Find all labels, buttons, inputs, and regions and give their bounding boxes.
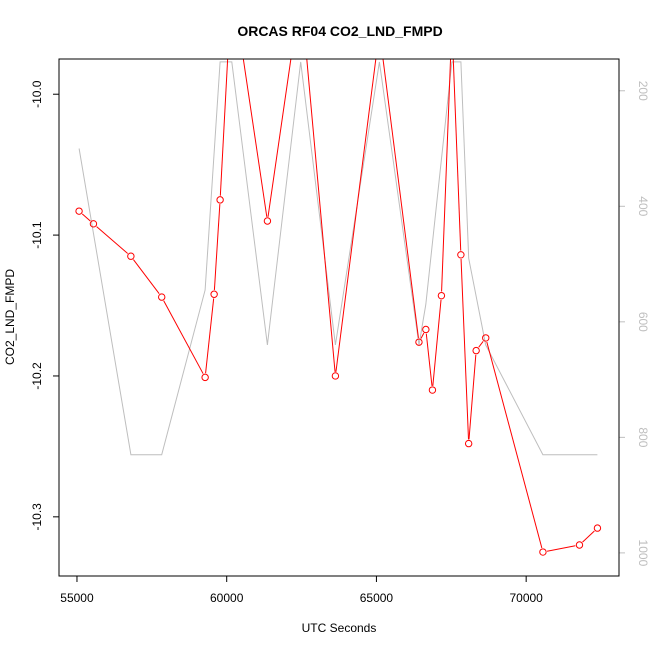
data-point xyxy=(437,291,446,300)
y-tick-label: -10.3 xyxy=(30,503,44,531)
series-line-segment xyxy=(420,332,425,339)
x-tick-label: 60000 xyxy=(210,591,244,605)
series-line-segment xyxy=(81,213,91,222)
data-point xyxy=(593,524,602,532)
series-line-segment xyxy=(335,59,377,372)
series-left-axis xyxy=(75,59,602,556)
data-point xyxy=(457,251,465,259)
series-line-segment xyxy=(582,530,595,543)
series-line-segment xyxy=(478,340,484,348)
data-point xyxy=(482,334,490,342)
x-tick-label: 70000 xyxy=(509,591,543,605)
data-point xyxy=(422,325,430,334)
data-point xyxy=(75,207,83,215)
y-tick-label: -10.2 xyxy=(30,362,44,390)
data-point xyxy=(210,290,218,298)
data-point xyxy=(464,439,473,448)
y2-tick-label: 1000 xyxy=(636,540,650,567)
series-line-segment xyxy=(546,545,576,552)
series-line-segment xyxy=(219,59,229,196)
series-line-segment xyxy=(306,59,336,372)
data-point xyxy=(263,217,272,225)
y2-tick-label: 400 xyxy=(636,196,650,216)
series-line-segment xyxy=(205,298,215,374)
y2-tick-label: 800 xyxy=(636,427,650,447)
data-point xyxy=(331,372,340,380)
series-line-segment xyxy=(432,299,442,386)
data-point xyxy=(472,346,480,355)
data-point xyxy=(89,220,98,228)
data-point xyxy=(575,541,584,549)
series-line-segment xyxy=(441,59,452,292)
x-tick-label: 55000 xyxy=(60,591,94,605)
x-tick-label: 65000 xyxy=(360,591,394,605)
series-layer xyxy=(75,59,602,556)
y-axis-label: CO2_LND_FMPD xyxy=(3,269,17,365)
data-point xyxy=(158,293,166,301)
data-point xyxy=(127,252,135,260)
data-point xyxy=(201,373,209,382)
data-point xyxy=(539,548,547,556)
y-tick-label: -10.0 xyxy=(30,80,44,108)
data-point xyxy=(216,196,224,204)
data-point xyxy=(428,386,437,394)
series-line-segment xyxy=(452,59,462,251)
chart-title: ORCAS RF04 CO2_LND_FMPD xyxy=(237,23,442,39)
series-line-segment xyxy=(96,226,129,254)
series-line-segment xyxy=(382,59,419,339)
series-line-segment xyxy=(133,259,160,295)
y2-tick-label: 600 xyxy=(636,312,650,332)
series-line-segment xyxy=(486,341,543,549)
plot-frame xyxy=(58,58,620,577)
series-line-segment xyxy=(163,300,204,374)
series-line-segment xyxy=(468,354,477,440)
series-line-segment xyxy=(425,333,433,386)
series-line-segment xyxy=(460,258,469,440)
y2-tick-label: 200 xyxy=(636,81,650,101)
x-axis-label: UTC Seconds xyxy=(302,621,377,635)
series-line-segment xyxy=(242,59,268,217)
data-point xyxy=(415,338,423,346)
y-tick-label: -10.1 xyxy=(30,221,44,249)
series-line-segment xyxy=(267,59,292,217)
series-line-segment xyxy=(213,204,221,291)
